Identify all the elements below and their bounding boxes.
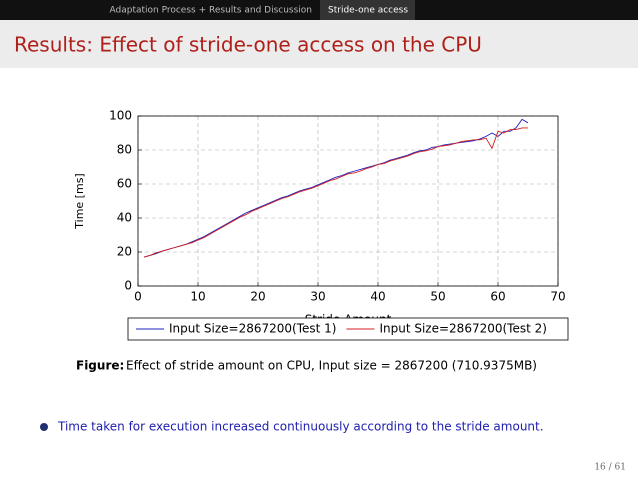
caption-text: Effect of stride amount on CPU, Input si… — [126, 359, 537, 373]
series-line — [143, 118, 529, 258]
x-tick-label: 10 — [190, 290, 205, 304]
x-tick-label: 60 — [490, 290, 505, 304]
x-tick-label: 20 — [250, 290, 265, 304]
bullet-dot — [40, 423, 48, 431]
series-line — [143, 127, 528, 258]
x-tick-label: 50 — [430, 290, 445, 304]
y-tick-label: 20 — [117, 245, 132, 259]
x-tick-label: 40 — [370, 290, 385, 304]
nav-subsection[interactable]: Stride-one access — [328, 6, 408, 16]
slide-title: Results: Effect of stride-one access on … — [14, 33, 482, 57]
y-tick-label: 0 — [124, 279, 132, 293]
legend-label: Input Size=2867200(Test 1) — [169, 322, 336, 336]
x-tick-label: 70 — [550, 290, 565, 304]
nav-bar — [0, 0, 638, 20]
x-tick-label: 0 — [134, 290, 142, 304]
caption-label: Figure: — [76, 359, 124, 373]
page-number: 16 / 61 — [594, 463, 626, 473]
nav-section[interactable]: Adaptation Process + Results and Discuss… — [110, 6, 313, 16]
nav-active — [320, 0, 415, 20]
bullet-text: Time taken for execution increased conti… — [57, 420, 544, 434]
y-tick-label: 100 — [109, 109, 132, 123]
title-bar — [0, 20, 638, 68]
y-tick-label: 80 — [117, 143, 132, 157]
legend-label: Input Size=2867200(Test 2) — [379, 322, 546, 336]
y-tick-label: 60 — [117, 177, 132, 191]
y-tick-label: 40 — [117, 211, 132, 225]
y-axis-label: Time [ms] — [73, 173, 86, 229]
plot-frame — [137, 115, 559, 287]
x-tick-label: 30 — [310, 290, 325, 304]
